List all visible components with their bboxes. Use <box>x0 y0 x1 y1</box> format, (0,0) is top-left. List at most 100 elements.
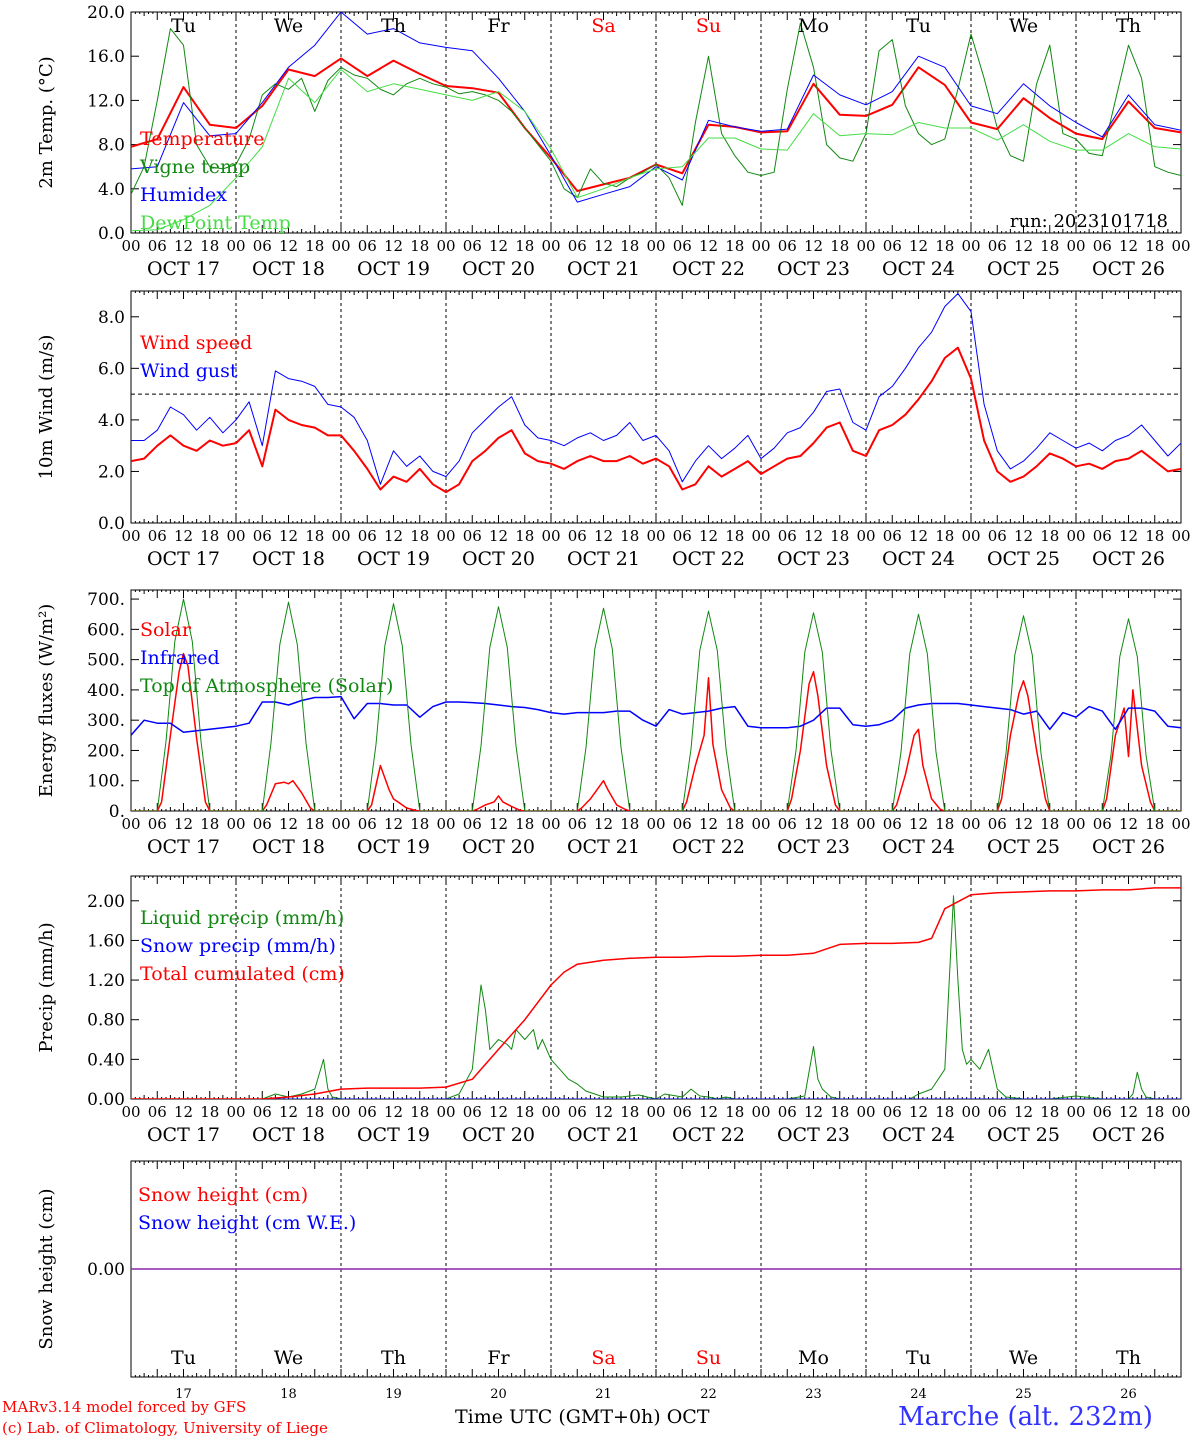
legend-entry: Infrared <box>140 647 220 669</box>
hour-tick-label: 12 <box>804 527 823 545</box>
date-label: OCT 19 <box>357 1124 430 1146</box>
hour-tick-label: 18 <box>515 815 534 833</box>
date-label: OCT 24 <box>882 258 955 280</box>
y-tick-label: 0.40 <box>87 1050 125 1070</box>
date-label: OCT 18 <box>252 1124 325 1146</box>
hour-tick-label: 00 <box>1171 237 1190 255</box>
hour-tick-label: 00 <box>226 527 245 545</box>
hour-tick-label: 12 <box>384 237 403 255</box>
x-axis-title: Time UTC (GMT+0h) OCT <box>455 1406 710 1428</box>
legend-entry: DewPoint Temp <box>140 212 291 234</box>
date-label: OCT 24 <box>882 548 955 570</box>
series-line <box>131 69 1181 232</box>
hour-tick-label: 00 <box>646 237 665 255</box>
hour-tick-label: 18 <box>830 237 849 255</box>
hour-tick-label: 12 <box>804 1103 823 1121</box>
hour-tick-label: 06 <box>988 1103 1007 1121</box>
legend-entry: Solar <box>140 619 192 641</box>
date-label: OCT 26 <box>1092 836 1165 858</box>
hour-tick-label: 18 <box>620 527 639 545</box>
hour-tick-label: 12 <box>1014 1103 1033 1121</box>
hour-tick-label: 00 <box>331 815 350 833</box>
y-tick-label: 0.00 <box>87 1260 125 1280</box>
y-tick-label: 0.00 <box>87 1090 125 1110</box>
hour-tick-label: 00 <box>856 237 875 255</box>
hour-tick-label: 06 <box>148 815 167 833</box>
day-name: We <box>274 15 303 37</box>
y-tick-label: 400. <box>87 681 125 701</box>
hour-tick-label: 00 <box>436 1103 455 1121</box>
hour-tick-label: 18 <box>515 1103 534 1121</box>
hour-tick-label: 12 <box>279 815 298 833</box>
legend-entry: Liquid precip (mm/h) <box>140 907 344 929</box>
hour-tick-label: 18 <box>935 527 954 545</box>
date-label: OCT 22 <box>672 1124 745 1146</box>
date-label: OCT 20 <box>462 258 535 280</box>
series-line <box>131 652 1181 811</box>
day-name: Su <box>696 1347 721 1369</box>
hour-tick-label: 06 <box>358 527 377 545</box>
hour-tick-label: 06 <box>358 1103 377 1121</box>
hour-tick-label: 06 <box>253 237 272 255</box>
hour-tick-label: 12 <box>489 1103 508 1121</box>
hour-tick-label: 06 <box>883 237 902 255</box>
hour-tick-label: 12 <box>594 1103 613 1121</box>
hour-tick-label: 00 <box>961 237 980 255</box>
day-name: We <box>1009 1347 1038 1369</box>
hour-tick-label: 12 <box>174 527 193 545</box>
day-name: Th <box>1116 15 1141 37</box>
hour-tick-label: 06 <box>568 527 587 545</box>
hour-tick-label: 18 <box>1040 237 1059 255</box>
y-tick-label: 600. <box>87 620 125 640</box>
series-line <box>131 695 1181 736</box>
legend-entry: Snow height (cm W.E.) <box>138 1212 356 1234</box>
date-label: OCT 25 <box>987 258 1060 280</box>
hour-tick-label: 12 <box>174 815 193 833</box>
hour-tick-label: 00 <box>1171 527 1190 545</box>
y-tick-label: 1.20 <box>87 971 125 991</box>
date-label: OCT 22 <box>672 836 745 858</box>
series-line <box>131 887 1181 1099</box>
chart-panel-3: 0. 100. 200. 300. 400. 500. 600. 700. Energy flu… <box>36 589 1191 858</box>
day-name: Mo <box>798 1347 829 1369</box>
y-tick-label: 0. <box>109 802 125 822</box>
hour-tick-label: 00 <box>541 815 560 833</box>
date-label: OCT 18 <box>252 548 325 570</box>
day-number: 24 <box>910 1387 927 1402</box>
hour-tick-label: 12 <box>279 527 298 545</box>
hour-tick-label: 06 <box>253 527 272 545</box>
date-label: OCT 22 <box>672 258 745 280</box>
hour-tick-label: 18 <box>410 815 429 833</box>
legend-entry: Snow height (cm) <box>138 1184 308 1206</box>
hour-tick-label: 12 <box>909 527 928 545</box>
hour-tick-label: 06 <box>253 1103 272 1121</box>
y-tick-label: 0.0 <box>98 224 125 244</box>
hour-tick-label: 18 <box>200 237 219 255</box>
hour-tick-label: 06 <box>148 1103 167 1121</box>
y-tick-label: 4.0 <box>98 411 125 431</box>
hour-tick-label: 00 <box>646 815 665 833</box>
legend-entry: Snow precip (mm/h) <box>140 935 336 957</box>
hour-tick-label: 06 <box>568 1103 587 1121</box>
hour-tick-label: 06 <box>253 815 272 833</box>
day-number: 23 <box>805 1387 822 1402</box>
legend-entry: Humidex <box>140 184 227 206</box>
date-label: OCT 19 <box>357 548 430 570</box>
hour-tick-label: 06 <box>1093 237 1112 255</box>
day-name: Fr <box>487 15 510 37</box>
hour-tick-label: 12 <box>489 527 508 545</box>
date-label: OCT 17 <box>147 258 220 280</box>
hour-tick-label: 06 <box>463 527 482 545</box>
hour-tick-label: 06 <box>673 237 692 255</box>
hour-tick-label: 00 <box>1066 527 1085 545</box>
hour-tick-label: 06 <box>778 1103 797 1121</box>
model-credit: MARv3.14 model forced by GFS <box>2 1398 247 1416</box>
y-tick-label: 200. <box>87 741 125 761</box>
hour-tick-label: 00 <box>541 237 560 255</box>
y-tick-label: 0.80 <box>87 1011 125 1031</box>
hour-tick-label: 18 <box>410 1103 429 1121</box>
series-line <box>131 895 1181 1099</box>
hour-tick-label: 06 <box>463 1103 482 1121</box>
hour-tick-label: 00 <box>331 1103 350 1121</box>
